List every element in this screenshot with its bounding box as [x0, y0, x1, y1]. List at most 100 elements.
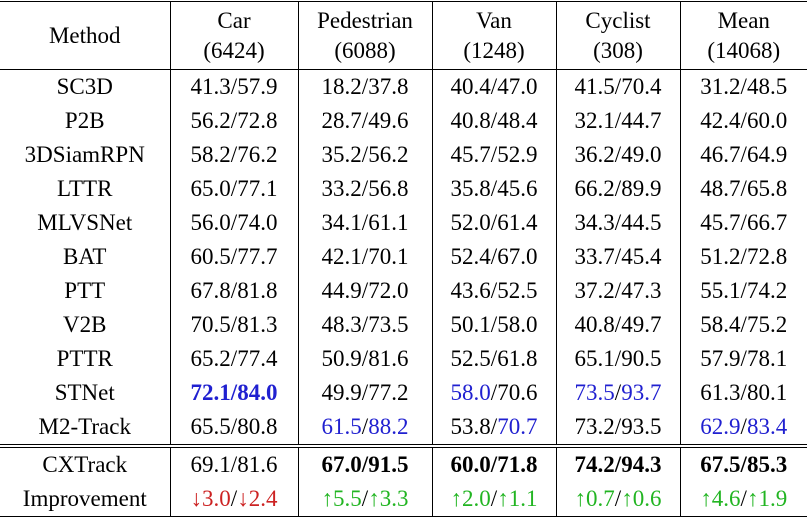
method-cell: SC3D: [0, 70, 170, 105]
score: 67.5: [700, 452, 740, 477]
score: ↑2.0: [451, 486, 491, 511]
score: 61.5: [322, 414, 362, 439]
column-header: Cyclist(308): [556, 2, 680, 70]
score-cell: 65.1/90.5: [556, 342, 680, 376]
score-cell: 65.5/80.8: [170, 410, 298, 446]
method-cell: STNet: [0, 376, 170, 410]
score: 32.1: [575, 108, 615, 133]
method-cell: 3DSiamRPN: [0, 138, 170, 172]
column-count: (6424): [171, 36, 298, 66]
score: 65.0: [191, 176, 231, 201]
column-name: Cyclist: [557, 6, 680, 36]
score-cell: 72.1/84.0: [170, 376, 298, 410]
score: 58.4: [700, 312, 740, 337]
score: 69.1: [191, 452, 231, 477]
score: 48.4: [497, 108, 537, 133]
method-cell: P2B: [0, 104, 170, 138]
score: 73.5: [575, 380, 615, 405]
score-cell: 40.4/47.0: [432, 70, 556, 105]
score-cell: 53.8/70.7: [432, 410, 556, 446]
score: 34.3: [575, 210, 615, 235]
score-cell: 69.1/81.6: [170, 446, 298, 482]
score: ↑1.9: [747, 486, 787, 511]
column-count: (6088): [299, 36, 432, 66]
score: 72.8: [237, 108, 277, 133]
method-cell: PTT: [0, 274, 170, 308]
score-cell: 37.2/47.3: [556, 274, 680, 308]
score-cell: ↑4.6/↑1.9: [680, 482, 807, 517]
score-cell: ↓3.0/↓2.4: [170, 482, 298, 517]
score: 34.1: [322, 210, 362, 235]
score: 33.2: [322, 176, 362, 201]
score: 81.6: [237, 452, 277, 477]
score: ↑0.7: [575, 486, 615, 511]
score: 80.8: [237, 414, 277, 439]
score-cell: 45.7/66.7: [680, 206, 807, 240]
score: 94.3: [621, 452, 661, 477]
score: 67.0: [497, 244, 537, 269]
score-cell: 28.7/49.6: [298, 104, 432, 138]
score: 89.9: [621, 176, 661, 201]
score-cell: 33.2/56.8: [298, 172, 432, 206]
score-cell: 65.2/77.4: [170, 342, 298, 376]
score: 45.7: [700, 210, 740, 235]
score: 74.2: [575, 452, 615, 477]
score: 58.0: [451, 380, 491, 405]
score: 62.9: [700, 414, 740, 439]
score: 44.7: [621, 108, 661, 133]
score-cell: 48.3/73.5: [298, 308, 432, 342]
score: 91.5: [368, 452, 408, 477]
score-cell: ↑2.0/↑1.1: [432, 482, 556, 517]
score-cell: 48.7/65.8: [680, 172, 807, 206]
score: 33.7: [575, 244, 615, 269]
score: 50.1: [451, 312, 491, 337]
score-cell: 35.2/56.2: [298, 138, 432, 172]
column-name: Mean: [681, 6, 807, 36]
score: 42.4: [700, 108, 740, 133]
method-cell: PTTR: [0, 342, 170, 376]
score: 70.1: [368, 244, 408, 269]
score: ↑0.6: [621, 486, 661, 511]
score: 41.3: [191, 74, 231, 99]
column-name: Van: [433, 6, 556, 36]
score-cell: 67.5/85.3: [680, 446, 807, 482]
method-cell: MLVSNet: [0, 206, 170, 240]
score: ↑3.3: [368, 486, 408, 511]
score: 52.5: [497, 278, 537, 303]
score-cell: 60.5/77.7: [170, 240, 298, 274]
score-cell: 58.2/76.2: [170, 138, 298, 172]
score: 36.2: [575, 142, 615, 167]
column-header: Van(1248): [432, 2, 556, 70]
score: 93.5: [621, 414, 661, 439]
score: 85.3: [747, 452, 787, 477]
score-cell: 35.8/45.6: [432, 172, 556, 206]
score-cell: 73.2/93.5: [556, 410, 680, 446]
score-cell: 61.3/80.1: [680, 376, 807, 410]
score-cell: 42.4/60.0: [680, 104, 807, 138]
score: 67.8: [191, 278, 231, 303]
score: 83.4: [747, 414, 787, 439]
column-name: Method: [0, 21, 170, 51]
score: 61.8: [497, 346, 537, 371]
column-name: Pedestrian: [299, 6, 432, 36]
score-cell: 34.1/61.1: [298, 206, 432, 240]
score-cell: 45.7/52.9: [432, 138, 556, 172]
score: 71.8: [497, 452, 537, 477]
score-cell: 56.2/72.8: [170, 104, 298, 138]
score: 74.0: [237, 210, 277, 235]
score-cell: 55.1/74.2: [680, 274, 807, 308]
score: 70.6: [497, 380, 537, 405]
score: 47.0: [497, 74, 537, 99]
score: 45.4: [621, 244, 661, 269]
score: 72.8: [747, 244, 787, 269]
score-cell: 61.5/88.2: [298, 410, 432, 446]
score: 40.8: [451, 108, 491, 133]
score: 61.3: [700, 380, 740, 405]
